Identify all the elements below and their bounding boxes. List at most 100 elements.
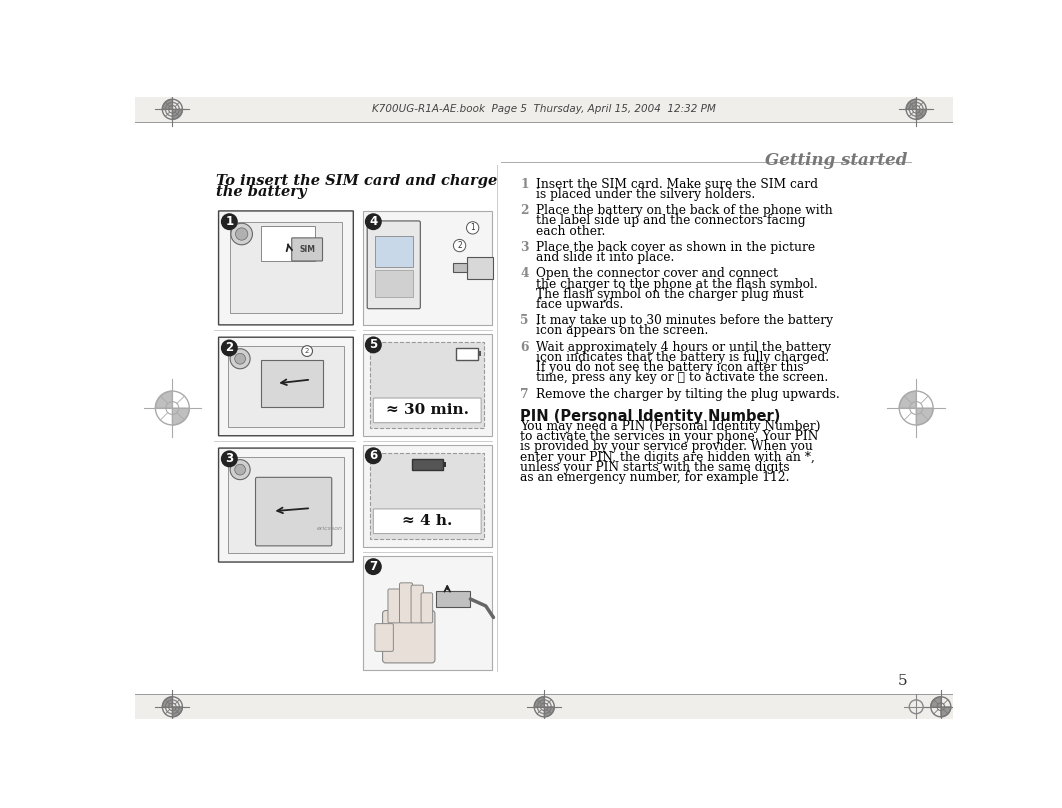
Circle shape: [221, 213, 238, 230]
Circle shape: [453, 239, 466, 252]
Text: Remove the charger by tilting the plug upwards.: Remove the charger by tilting the plug u…: [536, 388, 840, 401]
Bar: [453, 263, 467, 271]
Bar: [466, 257, 494, 279]
Text: Getting started: Getting started: [765, 153, 907, 170]
Circle shape: [466, 221, 479, 234]
Polygon shape: [534, 696, 544, 707]
Polygon shape: [172, 707, 183, 717]
Bar: [443, 462, 446, 467]
Text: ericsson: ericsson: [318, 527, 343, 532]
Text: time, press any key or Ⓖ to activate the screen.: time, press any key or Ⓖ to activate the…: [536, 371, 828, 385]
Text: face upwards.: face upwards.: [536, 298, 623, 311]
Bar: [261, 226, 314, 261]
FancyBboxPatch shape: [219, 211, 354, 325]
Text: 3: 3: [520, 241, 529, 254]
Text: Place the back cover as shown in the picture: Place the back cover as shown in the pic…: [536, 241, 815, 254]
Text: Open the connector cover and connect: Open the connector cover and connect: [536, 267, 777, 280]
Polygon shape: [941, 707, 950, 717]
Bar: [362, 445, 492, 547]
Circle shape: [235, 465, 245, 475]
Circle shape: [221, 339, 238, 356]
Text: as an emergency number, for example 112.: as an emergency number, for example 112.: [520, 471, 790, 484]
Text: PIN (Personal Identity Number): PIN (Personal Identity Number): [520, 409, 781, 423]
Bar: [457, 348, 478, 360]
Bar: [375, 270, 413, 297]
Text: 6: 6: [520, 341, 529, 354]
Text: 7: 7: [520, 388, 529, 401]
Polygon shape: [162, 99, 172, 109]
Text: is placed under the silvery holders.: is placed under the silvery holders.: [536, 188, 755, 201]
Bar: [136, 695, 954, 719]
FancyBboxPatch shape: [382, 611, 435, 663]
Polygon shape: [172, 109, 183, 120]
Text: ≈ 4 h.: ≈ 4 h.: [402, 514, 452, 528]
Text: 2: 2: [458, 241, 462, 250]
Bar: [228, 347, 344, 427]
Polygon shape: [155, 391, 172, 408]
Bar: [362, 556, 492, 670]
Circle shape: [235, 353, 245, 364]
Text: enter your PIN, the digits are hidden with an *,: enter your PIN, the digits are hidden wi…: [520, 451, 816, 464]
FancyBboxPatch shape: [411, 585, 424, 623]
Circle shape: [230, 460, 251, 480]
Bar: [371, 342, 484, 428]
Text: 1: 1: [470, 223, 475, 233]
Text: 5: 5: [370, 339, 377, 351]
FancyBboxPatch shape: [375, 624, 393, 651]
Bar: [375, 236, 413, 267]
Polygon shape: [917, 109, 926, 120]
Text: to activate the services in your phone. Your PIN: to activate the services in your phone. …: [520, 430, 819, 444]
Bar: [362, 211, 492, 325]
Circle shape: [221, 450, 238, 467]
Text: 7: 7: [370, 560, 377, 573]
FancyBboxPatch shape: [219, 448, 354, 562]
Text: the label side up and the connectors facing: the label side up and the connectors fac…: [536, 214, 805, 228]
Bar: [261, 360, 323, 406]
Text: You may need a PIN (Personal Identity Number): You may need a PIN (Personal Identity Nu…: [520, 420, 821, 433]
Polygon shape: [917, 408, 933, 425]
Text: Insert the SIM card. Make sure the SIM card: Insert the SIM card. Make sure the SIM c…: [536, 178, 818, 191]
Text: 4: 4: [370, 215, 377, 228]
Text: the battery: the battery: [217, 185, 307, 199]
Bar: [230, 222, 342, 314]
Text: icon appears on the screen.: icon appears on the screen.: [536, 325, 708, 338]
FancyBboxPatch shape: [374, 398, 481, 423]
Text: and slide it into place.: and slide it into place.: [536, 251, 674, 264]
Circle shape: [365, 448, 382, 465]
Circle shape: [236, 228, 247, 240]
Circle shape: [302, 346, 312, 356]
Text: If you do not see the battery icon after this: If you do not see the battery icon after…: [536, 361, 804, 374]
Text: ≈ 30 min.: ≈ 30 min.: [386, 403, 468, 418]
Text: Place the battery on the back of the phone with: Place the battery on the back of the pho…: [536, 204, 833, 217]
Text: icon indicates that the battery is fully charged.: icon indicates that the battery is fully…: [536, 351, 829, 364]
Circle shape: [230, 349, 251, 368]
Bar: [136, 97, 954, 121]
Bar: [478, 351, 481, 356]
Text: the charger to the phone at the flash symbol.: the charger to the phone at the flash sy…: [536, 278, 818, 291]
Polygon shape: [906, 99, 917, 109]
FancyBboxPatch shape: [421, 593, 432, 623]
Polygon shape: [172, 408, 189, 425]
Text: is provided by your service provider. When you: is provided by your service provider. Wh…: [520, 440, 813, 453]
Text: unless your PIN starts with the same digits: unless your PIN starts with the same dig…: [520, 461, 790, 473]
Polygon shape: [544, 707, 554, 717]
FancyBboxPatch shape: [292, 238, 323, 261]
Polygon shape: [162, 696, 172, 707]
Text: 1: 1: [520, 178, 529, 191]
Bar: [435, 591, 470, 608]
Polygon shape: [900, 391, 917, 408]
Text: 4: 4: [520, 267, 529, 280]
Bar: [371, 452, 484, 539]
Circle shape: [365, 558, 382, 575]
Text: 1: 1: [225, 215, 234, 228]
Text: To insert the SIM card and charge: To insert the SIM card and charge: [217, 174, 497, 188]
Text: 3: 3: [225, 452, 234, 465]
Text: The flash symbol on the charger plug must: The flash symbol on the charger plug mus…: [536, 288, 804, 301]
FancyBboxPatch shape: [367, 221, 421, 309]
Text: 6: 6: [370, 449, 377, 462]
Text: 2: 2: [225, 342, 234, 355]
Text: 5: 5: [897, 675, 907, 688]
Text: SIM: SIM: [299, 245, 315, 254]
Text: 2: 2: [305, 348, 309, 354]
Circle shape: [365, 336, 382, 353]
